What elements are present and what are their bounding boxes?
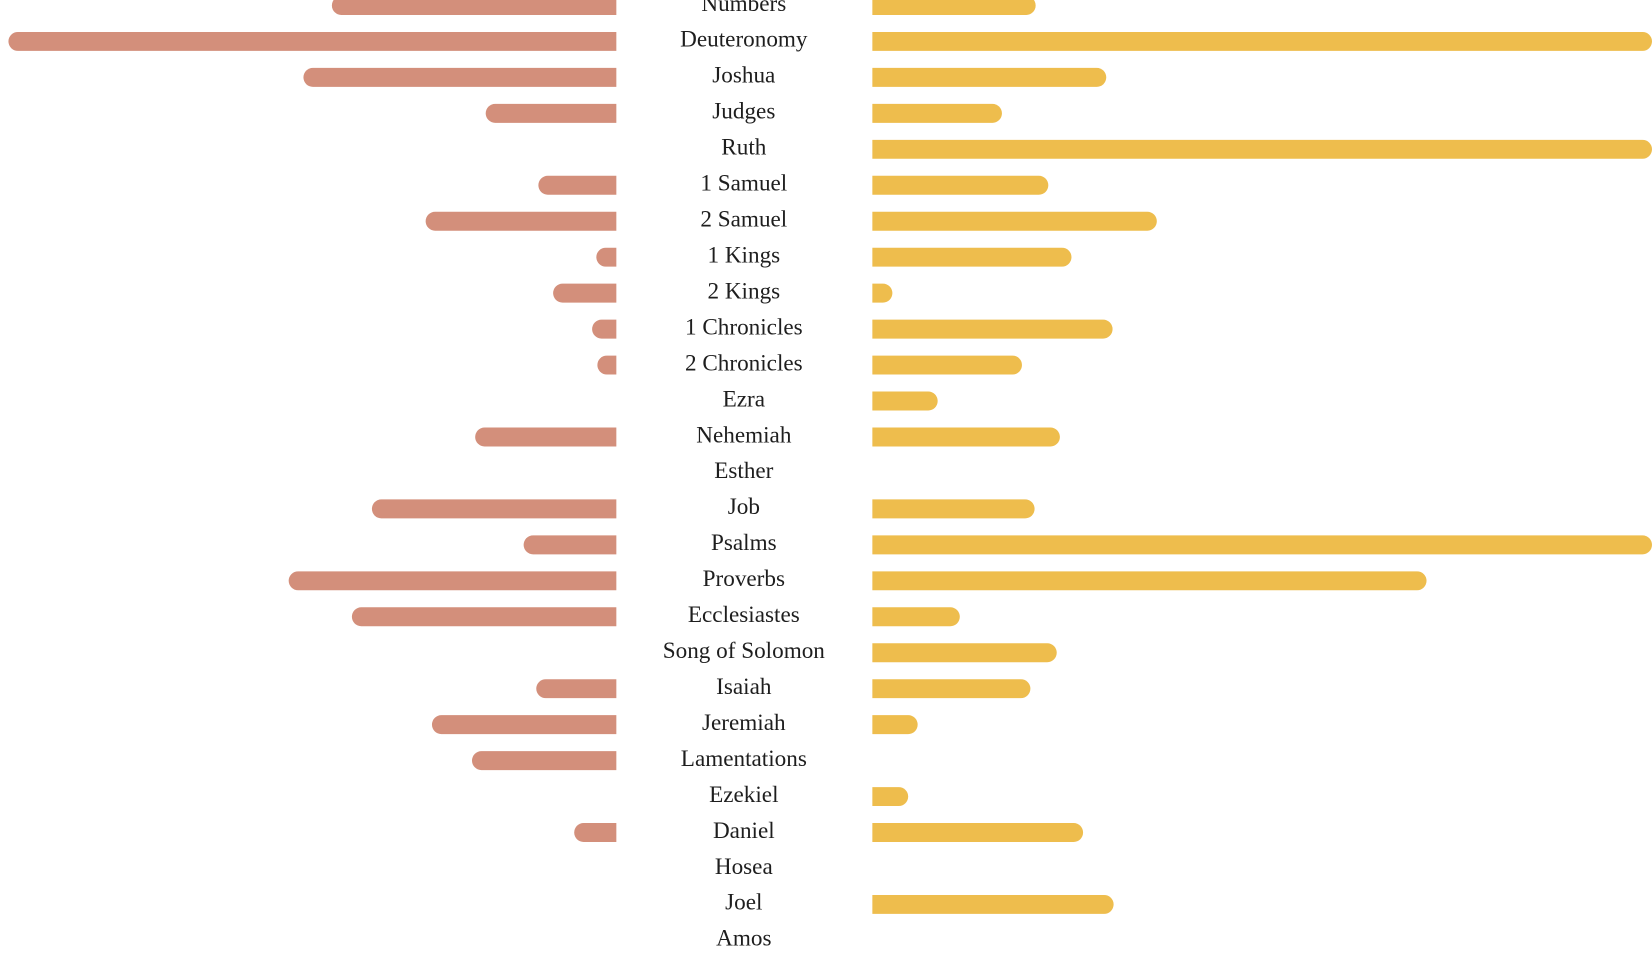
category-label: Jeremiah [702, 710, 786, 736]
category-label: 2 Chronicles [685, 350, 803, 376]
category-label: Song of Solomon [663, 638, 826, 664]
category-label: Daniel [713, 818, 775, 844]
bar [872, 427, 1060, 447]
bar [523, 535, 617, 555]
bar [872, 571, 1427, 591]
category-label: 1 Samuel [700, 171, 787, 197]
bar [592, 319, 617, 339]
category-label: Job [728, 494, 760, 520]
bar [288, 571, 617, 591]
category-label: Joel [725, 890, 762, 916]
bar [872, 283, 893, 303]
bar [872, 103, 1002, 123]
bar [536, 679, 617, 699]
bar [872, 139, 1652, 159]
bar [431, 715, 617, 735]
bar [574, 823, 617, 842]
category-label: 2 Kings [707, 278, 780, 304]
bar [872, 499, 1035, 519]
category-label: Proverbs [703, 566, 785, 592]
bar [351, 607, 617, 627]
bar [872, 715, 918, 735]
category-label: Deuteronomy [680, 27, 808, 53]
bar [472, 751, 617, 771]
category-label: 1 Chronicles [685, 314, 803, 340]
bar [872, 31, 1652, 51]
bar [331, 0, 617, 15]
bar [475, 427, 617, 447]
bar [872, 894, 1114, 914]
bar [872, 67, 1107, 87]
bar [485, 103, 617, 123]
bar [872, 535, 1652, 555]
bar [872, 823, 1084, 842]
category-label: Lamentations [681, 746, 807, 772]
bar [872, 247, 1072, 267]
bar [872, 0, 1036, 15]
category-label: Esther [714, 458, 773, 484]
bar [872, 211, 1157, 231]
category-label: Ruth [721, 135, 766, 161]
category-label: 1 Kings [707, 242, 780, 268]
bar [371, 499, 617, 519]
bar [872, 175, 1049, 195]
bar [872, 319, 1113, 339]
category-label: 2 Samuel [700, 207, 787, 233]
category-label: Psalms [711, 530, 777, 556]
bar [872, 679, 1031, 699]
bar [872, 643, 1057, 663]
category-label: Ezra [723, 386, 765, 412]
bar [872, 607, 960, 627]
bar [872, 355, 1022, 375]
bar [597, 355, 617, 375]
bar [538, 175, 617, 195]
bar [872, 391, 938, 411]
category-label: Ecclesiastes [688, 602, 800, 628]
bar [596, 247, 617, 267]
category-label: Amos [716, 926, 771, 952]
bar [8, 31, 617, 51]
bar [425, 211, 617, 231]
category-label: Ezekiel [709, 782, 778, 808]
category-label: Nehemiah [696, 422, 792, 448]
bar [872, 787, 909, 807]
bar [553, 283, 617, 303]
category-label: Isaiah [716, 674, 772, 700]
category-label: Joshua [712, 63, 775, 89]
bar [303, 67, 617, 87]
category-label: Hosea [715, 854, 773, 880]
category-label: Judges [712, 99, 775, 125]
category-label: Numbers [701, 0, 786, 17]
